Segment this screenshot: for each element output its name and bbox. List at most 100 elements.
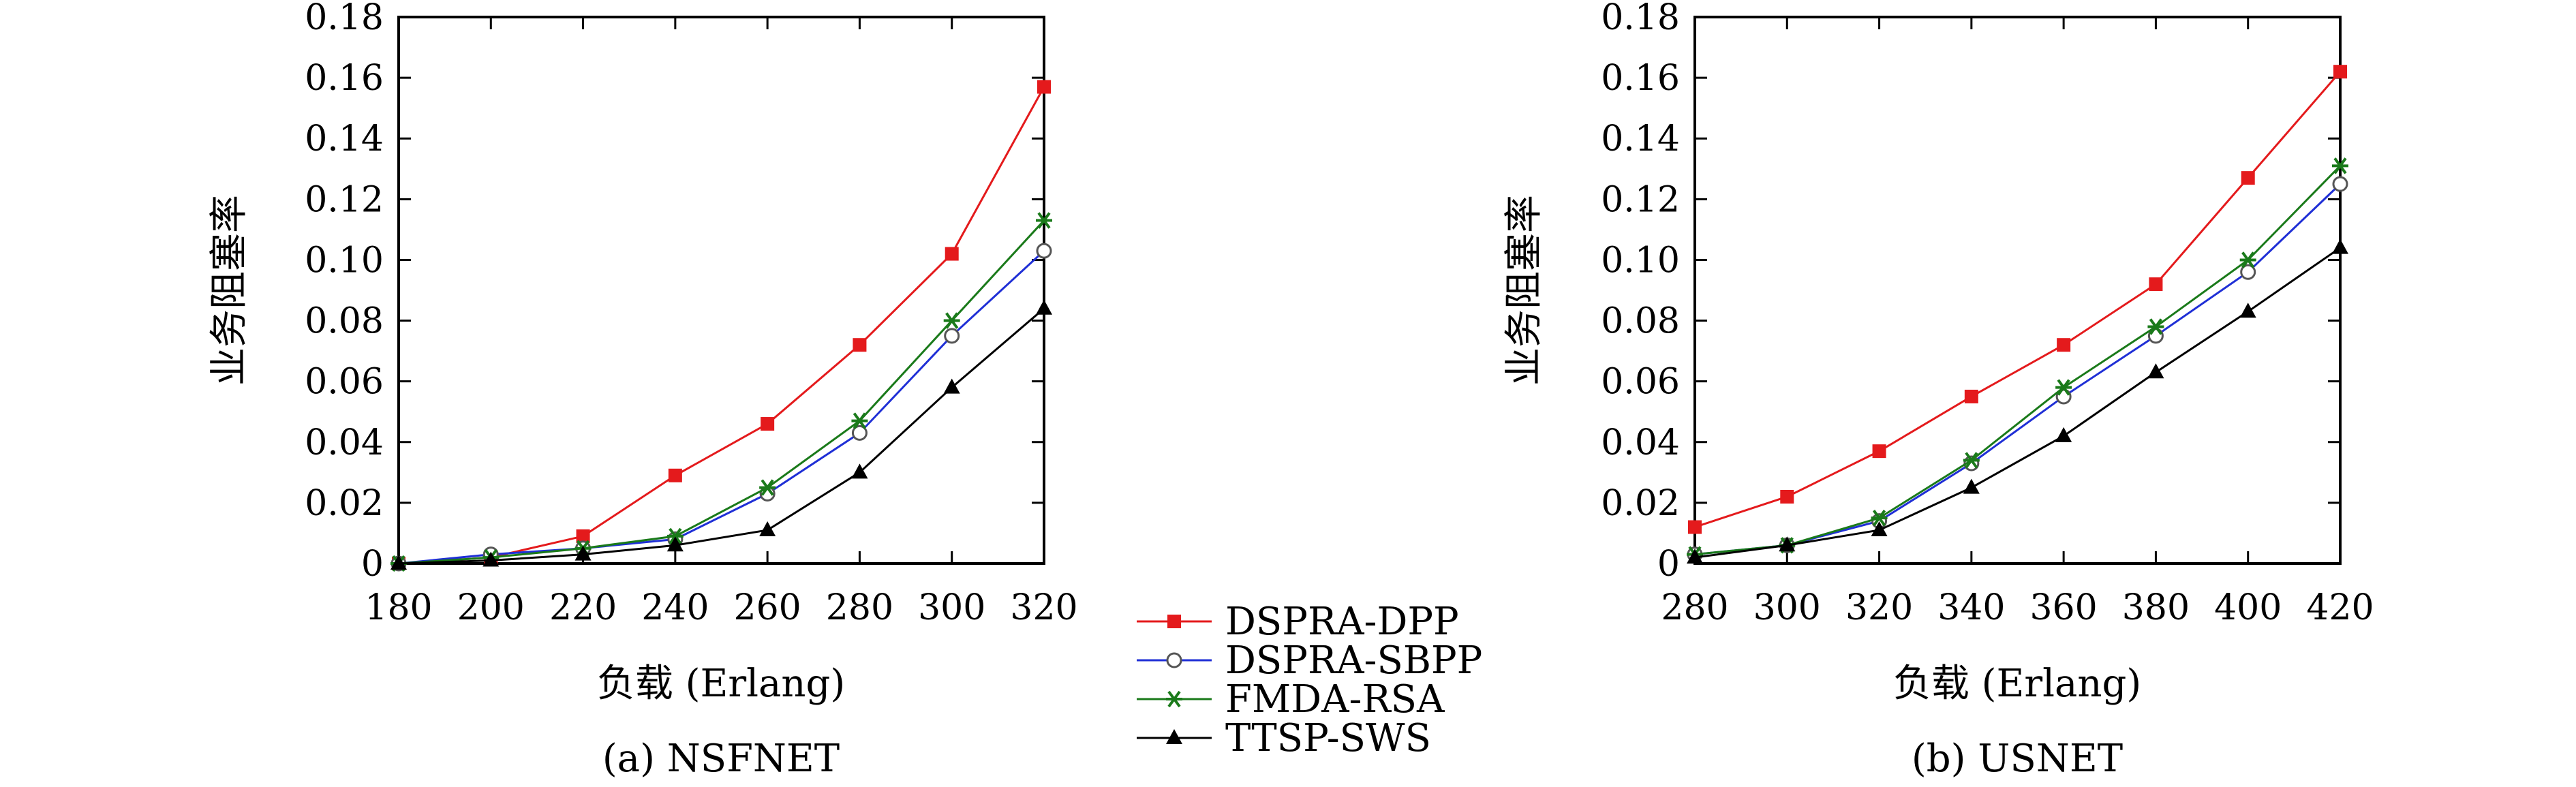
series-group	[390, 80, 1052, 572]
legend-label: DSPRA-SBPP	[1225, 638, 1482, 683]
series-line-fmda-rsa	[398, 219, 1045, 565]
data-point-fmda-rsa	[2239, 251, 2256, 268]
data-point-dspra-dpp	[2057, 338, 2071, 352]
series-dspra-dpp	[392, 80, 1051, 570]
y-tick-label: 0.06	[305, 362, 384, 403]
legend-marker	[1166, 652, 1182, 668]
data-point-dspra-dpp	[1037, 80, 1051, 94]
data-point-dspra-dpp	[853, 338, 867, 352]
x-tick-label: 380	[2122, 587, 2190, 628]
chart-usnet: 0 0.02 0.04 0.06 0.08 0.10 0.12 0.14 0.16 0.18 28…	[1502, 0, 2374, 781]
data-point-fmda-rsa	[851, 412, 868, 429]
chart-nsfnet: 0 0.02 0.04 0.06 0.08 0.10 0.12 0.14 0.16 0.18 18…	[207, 0, 1078, 781]
x-axis-ticks: 180 200 220 240 260 280 300 320	[365, 17, 1078, 628]
series-line-ttsp-sws	[1694, 247, 2341, 559]
x-tick-label: 320	[1845, 587, 1913, 628]
data-point-ttsp-sws	[666, 536, 684, 552]
legend-label: FMDA-RSA	[1225, 677, 1445, 722]
x-tick-label: 180	[365, 587, 432, 628]
y-tick-label: 0.04	[305, 422, 384, 463]
data-point-dspra-dpp	[2149, 277, 2163, 292]
series-line-dspra-sbpp	[398, 249, 1045, 565]
data-point-dspra-dpp	[1780, 489, 1794, 504]
y-tick-label: 0.12	[305, 179, 384, 220]
legend-item-dspra-sbpp: DSPRA-SBPP	[1137, 638, 1482, 683]
legend-label: DSPRA-DPP	[1225, 600, 1459, 644]
chart-caption: (a) NSFNET	[602, 737, 840, 781]
x-tick-label: 200	[457, 587, 525, 628]
data-point-dspra-sbpp	[2332, 176, 2348, 192]
data-point-ttsp-sws	[1036, 299, 1052, 315]
y-tick-label: 0.16	[305, 58, 384, 99]
y-axis-label: 业务阻塞率	[1502, 195, 1546, 386]
series-group	[1687, 65, 2348, 564]
plot-frame	[397, 16, 1045, 565]
x-tick-label: 240	[641, 587, 709, 628]
data-point-dspra-sbpp	[851, 425, 868, 441]
x-tick-label: 300	[918, 587, 985, 628]
series-line-dspra-dpp	[1694, 71, 2342, 528]
x-axis-label: 负载 (Erlang)	[1893, 662, 2141, 706]
data-point-dspra-dpp	[576, 529, 590, 543]
legend-marker	[1167, 615, 1181, 628]
y-tick-label: 0.12	[1601, 179, 1680, 220]
y-tick-label: 0.10	[1601, 240, 1680, 281]
legend-label: TTSP-SWS	[1225, 716, 1431, 760]
x-axis-ticks: 280 300 320 340 360 380 400 420	[1661, 17, 2374, 628]
data-point-ttsp-sws	[1687, 549, 1703, 564]
y-tick-label: 0.14	[1601, 119, 1680, 159]
data-point-dspra-dpp	[1688, 520, 1702, 534]
series-line-ttsp-sws	[398, 307, 1045, 565]
data-point-ttsp-sws	[482, 551, 500, 567]
data-point-dspra-dpp	[668, 468, 682, 482]
legend-item-fmda-rsa: FMDA-RSA	[1137, 677, 1445, 722]
series-line-fmda-rsa	[1694, 165, 2342, 556]
x-tick-label: 220	[549, 587, 617, 628]
data-point-dspra-dpp	[945, 247, 959, 261]
y-axis-label: 业务阻塞率	[207, 195, 251, 386]
data-point-dspra-dpp	[2241, 171, 2255, 185]
data-point-ttsp-sws	[759, 521, 776, 536]
plot-frame	[1693, 16, 2342, 565]
y-tick-label: 0.04	[1601, 422, 1680, 463]
y-tick-label: 0.10	[305, 240, 384, 281]
y-tick-label: 0.14	[305, 119, 384, 159]
data-point-ttsp-sws	[2147, 363, 2164, 379]
data-point-ttsp-sws	[1779, 536, 1796, 552]
x-tick-label: 360	[2030, 587, 2098, 628]
data-point-ttsp-sws	[574, 545, 592, 561]
y-tick-label: 0.16	[1601, 58, 1680, 99]
x-tick-label: 320	[1010, 587, 1077, 628]
y-tick-label: 0.02	[1601, 483, 1680, 524]
data-point-fmda-rsa	[759, 479, 776, 496]
x-tick-label: 420	[2306, 587, 2374, 628]
x-tick-label: 260	[734, 587, 801, 628]
legend-item-ttsp-sws: TTSP-SWS	[1137, 716, 1431, 760]
x-tick-label: 280	[1661, 587, 1728, 628]
data-point-ttsp-sws	[1871, 521, 1888, 536]
chart-caption: (b) USNET	[1912, 737, 2123, 781]
x-tick-label: 280	[826, 587, 893, 628]
data-point-dspra-dpp	[761, 417, 775, 431]
y-tick-label: 0.06	[1601, 362, 1680, 403]
y-tick-label: 0	[361, 544, 384, 585]
data-point-ttsp-sws	[2239, 303, 2256, 318]
data-point-ttsp-sws	[390, 555, 407, 570]
series-dspra-sbpp	[390, 243, 1052, 572]
x-tick-label: 400	[2214, 587, 2282, 628]
data-point-ttsp-sws	[2332, 238, 2348, 254]
x-axis-label: 负载 (Erlang)	[597, 662, 845, 706]
y-axis-ticks: 0 0.02 0.04 0.06 0.08 0.10 0.12 0.14 0.16 0.18	[305, 0, 1044, 585]
series-fmda-rsa	[390, 212, 1052, 572]
x-tick-label: 340	[1937, 587, 2005, 628]
y-tick-label: 0.18	[1601, 0, 1680, 38]
data-point-fmda-rsa	[666, 527, 684, 545]
series-ttsp-sws	[1687, 238, 2348, 564]
data-point-dspra-dpp	[2333, 65, 2347, 79]
legend-marker	[1166, 729, 1182, 744]
y-tick-label: 0.02	[305, 483, 384, 524]
legend-item-dspra-dpp: DSPRA-DPP	[1137, 600, 1459, 644]
legend-marker	[1166, 690, 1182, 708]
